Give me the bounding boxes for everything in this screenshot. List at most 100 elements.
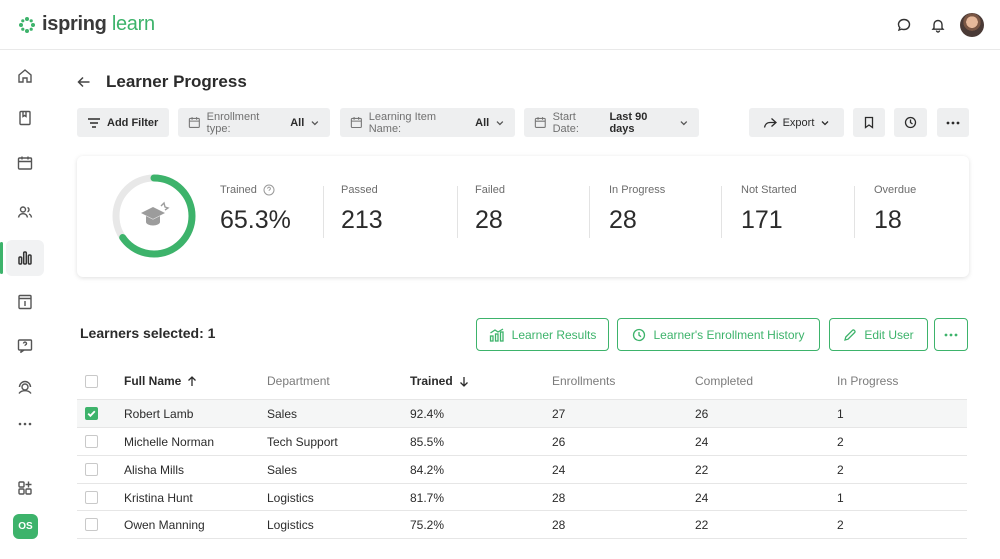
row-checkbox[interactable] bbox=[85, 435, 98, 448]
clock-icon bbox=[633, 328, 646, 341]
table-bottom-border bbox=[77, 538, 967, 539]
cell-department: Logistics bbox=[267, 491, 314, 505]
learners-selected-label: Learners selected: 1 bbox=[80, 325, 216, 341]
enrollment-history-button[interactable]: Learner's Enrollment History bbox=[617, 318, 820, 351]
cell-completed: 26 bbox=[695, 407, 709, 421]
more-horizontal-icon bbox=[944, 333, 958, 336]
chevron-down-icon bbox=[496, 120, 504, 125]
edit-user-label: Edit User bbox=[864, 327, 914, 342]
calendar-icon bbox=[534, 117, 546, 128]
more-options-button[interactable] bbox=[937, 108, 969, 137]
stat-passed-label: Passed bbox=[341, 184, 378, 196]
sort-down-arrow-icon bbox=[459, 376, 468, 387]
stat-not-started: Not Started 171 bbox=[741, 184, 797, 238]
stat-trained: Trained 65.3% bbox=[220, 184, 291, 238]
user-avatar[interactable] bbox=[960, 13, 984, 37]
stat-overdue-value: 18 bbox=[874, 206, 902, 234]
learner-results-button[interactable]: Learner Results bbox=[476, 318, 609, 351]
stat-in-progress-label: In Progress bbox=[609, 184, 666, 196]
more-horizontal-icon[interactable] bbox=[6, 406, 44, 442]
cell-full-name: Michelle Norman bbox=[124, 435, 215, 449]
clock-icon bbox=[904, 116, 917, 129]
column-header-in-progress[interactable]: In Progress bbox=[837, 374, 899, 388]
cell-completed: 24 bbox=[695, 491, 709, 505]
calendar-icon[interactable] bbox=[6, 145, 44, 181]
add-filter-button[interactable]: Add Filter bbox=[77, 108, 169, 137]
enrollment-type-value: All bbox=[290, 116, 305, 129]
enrollment-type-label: Enrollment type: bbox=[206, 110, 260, 135]
stat-passed-value: 213 bbox=[341, 206, 383, 234]
progress-summary-card: Trained 65.3% Passed 213 Failed 28 In Pr… bbox=[77, 156, 969, 277]
reports-icon[interactable] bbox=[0, 240, 44, 276]
export-button[interactable]: Export bbox=[749, 108, 844, 137]
column-header-department[interactable]: Department bbox=[267, 374, 330, 388]
cell-completed: 22 bbox=[695, 463, 709, 477]
sidebar: OS bbox=[0, 50, 52, 559]
info-board-icon[interactable] bbox=[6, 284, 44, 320]
help-circle-icon[interactable] bbox=[263, 184, 275, 196]
back-arrow-icon[interactable] bbox=[76, 74, 92, 90]
column-header-full-name[interactable]: Full Name bbox=[124, 374, 197, 388]
cell-in-progress: 1 bbox=[837, 491, 844, 505]
edit-user-button[interactable]: Edit User bbox=[829, 318, 928, 351]
users-icon[interactable] bbox=[6, 194, 44, 230]
logo[interactable]: ispring learn bbox=[18, 13, 155, 36]
help-icon[interactable] bbox=[6, 328, 44, 364]
learning-item-filter[interactable]: Learning Item Name: All bbox=[340, 108, 515, 137]
cell-enrollments: 24 bbox=[552, 463, 566, 477]
cell-completed: 24 bbox=[695, 435, 709, 449]
book-icon[interactable] bbox=[6, 100, 44, 136]
filter-icon bbox=[88, 117, 100, 128]
cell-enrollments: 26 bbox=[552, 435, 566, 449]
cell-department: Tech Support bbox=[267, 435, 338, 449]
cell-trained: 85.5% bbox=[410, 435, 445, 449]
share-arrow-icon bbox=[763, 117, 777, 128]
select-all-checkbox[interactable] bbox=[85, 375, 98, 388]
row-checkbox[interactable] bbox=[85, 407, 98, 420]
row-checkbox[interactable] bbox=[85, 518, 98, 531]
column-header-enrollments[interactable]: Enrollments bbox=[552, 374, 616, 388]
cell-department: Sales bbox=[267, 463, 298, 477]
stat-in-progress-value: 28 bbox=[609, 206, 637, 234]
start-date-filter[interactable]: Start Date: Last 90 days bbox=[524, 108, 699, 137]
row-checkbox[interactable] bbox=[85, 491, 98, 504]
cell-enrollments: 28 bbox=[552, 518, 566, 532]
support-agent-icon[interactable] bbox=[6, 370, 44, 406]
cell-enrollments: 28 bbox=[552, 491, 566, 505]
chevron-down-icon bbox=[680, 120, 688, 125]
cell-in-progress: 2 bbox=[837, 463, 844, 477]
table-row[interactable]: Alisha Mills Sales 84.2% 24 22 2 bbox=[77, 455, 967, 483]
stat-passed: Passed 213 bbox=[341, 184, 383, 238]
table-row[interactable]: Kristina Hunt Logistics 81.7% 28 24 1 bbox=[77, 483, 967, 511]
learner-results-label: Learner Results bbox=[511, 327, 597, 342]
row-checkbox[interactable] bbox=[85, 463, 98, 476]
stat-failed: Failed 28 bbox=[475, 184, 505, 238]
chat-icon[interactable] bbox=[892, 13, 916, 37]
table-row[interactable]: Owen Manning Logistics 75.2% 28 22 2 bbox=[77, 510, 967, 538]
history-button[interactable] bbox=[894, 108, 927, 137]
home-icon[interactable] bbox=[6, 58, 44, 94]
stat-overdue-label: Overdue bbox=[874, 184, 917, 196]
chevron-down-icon bbox=[311, 120, 319, 125]
page-header: Learner Progress bbox=[76, 72, 247, 92]
bookmark-button[interactable] bbox=[853, 108, 885, 137]
calendar-icon bbox=[188, 117, 200, 129]
cell-department: Sales bbox=[267, 407, 298, 421]
bell-icon[interactable] bbox=[926, 13, 950, 37]
cell-trained: 84.2% bbox=[410, 463, 445, 477]
add-apps-icon[interactable] bbox=[6, 470, 44, 506]
cell-in-progress: 1 bbox=[837, 407, 844, 421]
enrollment-type-filter[interactable]: Enrollment type: All bbox=[178, 108, 330, 137]
column-header-trained[interactable]: Trained bbox=[410, 374, 469, 388]
enrollment-history-label: Learner's Enrollment History bbox=[653, 327, 805, 342]
column-header-completed[interactable]: Completed bbox=[695, 374, 754, 388]
stat-overdue: Overdue 18 bbox=[874, 184, 916, 238]
cell-in-progress: 2 bbox=[837, 518, 844, 532]
cell-trained: 75.2% bbox=[410, 518, 445, 532]
table-row[interactable]: Robert Lamb Sales 92.4% 27 26 1 bbox=[77, 399, 967, 427]
table-row[interactable]: Michelle Norman Tech Support 85.5% 26 24 2 bbox=[77, 427, 967, 455]
user-initials-badge[interactable]: OS bbox=[13, 514, 38, 539]
chart-growth-icon bbox=[489, 327, 504, 342]
cell-completed: 22 bbox=[695, 518, 709, 532]
more-actions-button[interactable] bbox=[934, 318, 968, 351]
